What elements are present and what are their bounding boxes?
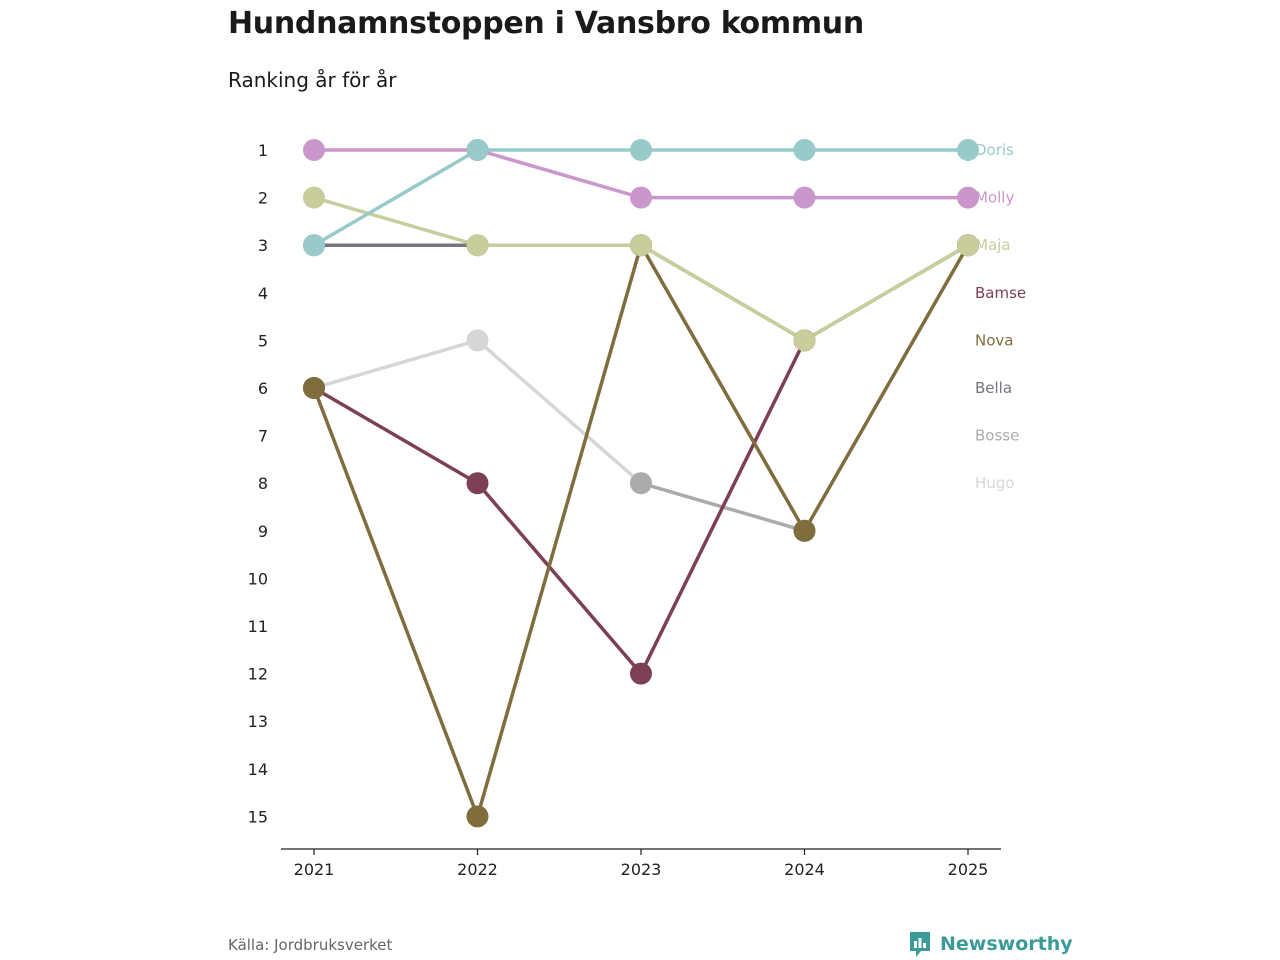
point-doris-2025 <box>957 139 979 161</box>
point-molly-2023 <box>630 186 652 209</box>
point-molly-2025 <box>957 186 979 209</box>
source-note: Källa: Jordbruksverket <box>228 936 393 954</box>
y-tick-label: 4 <box>258 284 268 303</box>
y-tick-label: 1 <box>258 141 268 160</box>
point-maja-2023 <box>630 234 652 257</box>
end-label-bamse: Bamse <box>975 284 1026 302</box>
point-nova-2024 <box>793 519 816 542</box>
x-axis: 2021 2022 2023 2024 2025 <box>281 848 1001 879</box>
series-line-bella <box>312 243 970 343</box>
point-bosse-2023 <box>630 472 652 495</box>
series-line-maja <box>312 195 970 343</box>
y-tick-label: 2 <box>258 189 268 208</box>
x-tick-label: 2021 <box>294 860 335 879</box>
brand-logo: Newsworthy <box>908 930 1073 958</box>
point-nova-2021 <box>303 377 325 399</box>
end-label-doris: Doris <box>975 141 1014 159</box>
bar-chart-icon <box>910 932 930 957</box>
x-tick-label: 2022 <box>457 860 498 879</box>
point-maja-2024 <box>793 329 816 352</box>
point-nova-2022 <box>466 805 489 828</box>
end-label-hugo: Hugo <box>975 474 1015 492</box>
y-tick-label: 10 <box>248 569 268 588</box>
end-label-maja: Maja <box>975 236 1011 254</box>
y-tick-label: 8 <box>258 474 268 493</box>
y-tick-label: 6 <box>258 379 268 398</box>
series-points <box>303 139 979 828</box>
y-tick-label: 13 <box>248 712 268 731</box>
x-tick-label: 2023 <box>621 860 662 879</box>
y-tick-label: 3 <box>258 236 268 255</box>
point-doris-2022 <box>466 139 489 161</box>
y-tick-label: 14 <box>248 760 268 779</box>
point-doris-2021 <box>303 234 325 257</box>
end-label-molly: Molly <box>975 189 1014 207</box>
point-maja-2022 <box>466 234 489 257</box>
x-tick-label: 2025 <box>948 860 989 879</box>
point-hugo-2022 <box>466 329 489 352</box>
end-label-bella: Bella <box>975 379 1012 397</box>
y-tick-label: 5 <box>258 331 268 350</box>
y-tick-label: 15 <box>248 807 268 826</box>
x-tick-label: 2024 <box>784 860 825 879</box>
brand-name: Newsworthy <box>940 933 1073 955</box>
series-line-nova <box>312 243 970 819</box>
point-maja-2025 <box>957 234 979 257</box>
y-tick-label: 9 <box>258 522 268 541</box>
point-doris-2023 <box>630 139 652 161</box>
point-bamse-2023 <box>630 662 652 685</box>
y-tick-label: 11 <box>248 617 268 636</box>
chart-subtitle: Ranking år för år <box>228 68 397 92</box>
point-maja-2021 <box>303 186 325 209</box>
end-label-nova: Nova <box>975 331 1013 349</box>
point-molly-2021 <box>303 139 325 161</box>
y-tick-label: 12 <box>248 665 268 684</box>
chart-title: Hundnamnstoppen i Vansbro kommun <box>228 6 864 41</box>
end-labels: Doris Molly Maja Bamse Nova Bella Bosse Hugo <box>975 141 1026 492</box>
series-line-bamse <box>312 338 807 676</box>
end-label-bosse: Bosse <box>975 427 1019 445</box>
point-doris-2024 <box>793 139 816 161</box>
point-bamse-2022 <box>466 472 489 495</box>
point-molly-2024 <box>793 186 816 209</box>
y-tick-label: 7 <box>258 427 268 446</box>
